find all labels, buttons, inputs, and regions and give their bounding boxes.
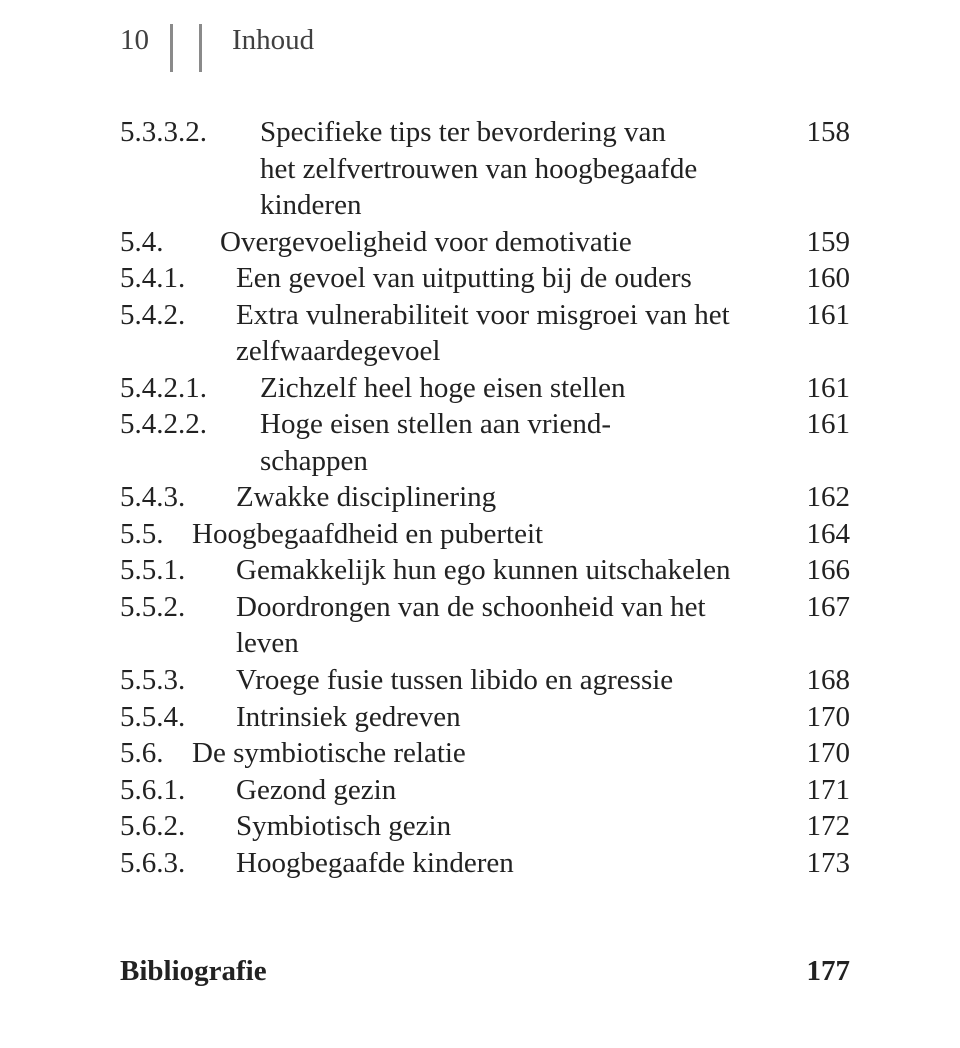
toc-page-number: 166 [790, 552, 850, 589]
toc-entry-text: Hoogbegaafde kinderen [236, 845, 790, 882]
toc-entry-text: leven [236, 625, 790, 662]
toc-row: 5.5.2.Doordrongen van de schoonheid van … [120, 589, 850, 626]
toc-section-number: 5.4.2.1. [120, 370, 260, 407]
toc-entry-text: Intrinsiek gedreven [236, 699, 790, 736]
toc-page-number: 170 [790, 699, 850, 736]
toc-row: 5.4.2.2.Hoge eisen stellen aan vriend-16… [120, 406, 850, 443]
toc-page-number: 164 [790, 516, 850, 553]
toc-section-number: 5.5.3. [120, 662, 236, 699]
toc-entry-text: schappen [260, 443, 790, 480]
toc-entry-text: Hoogbegaafdheid en puberteit [192, 516, 790, 553]
toc-entry-text: Vroege fusie tussen libido en agressie [236, 662, 790, 699]
toc-page-number: 171 [790, 772, 850, 809]
bibliography-row: Bibliografie 177 [120, 955, 850, 988]
toc-page-number: 159 [790, 224, 850, 261]
page-number: 10 [120, 24, 170, 55]
toc-section-number: 5.6.2. [120, 808, 236, 845]
toc-page-number: 167 [790, 589, 850, 626]
toc-entry-text: zelfwaardegevoel [236, 333, 790, 370]
toc-row: 5.5.4.Intrinsiek gedreven170 [120, 699, 850, 736]
header-divider-1 [170, 24, 173, 72]
toc-entry-text: Extra vulnerabiliteit voor misgroei van … [236, 297, 790, 334]
toc-section-number: 5.5. [120, 516, 192, 553]
toc-section-number: 5.3.3.2. [120, 114, 260, 151]
toc-row: schappen [120, 443, 850, 480]
toc-entry-text: De symbiotische relatie [192, 735, 790, 772]
toc-row: 5.4.2.1.Zichzelf heel hoge eisen stellen… [120, 370, 850, 407]
toc-page-number: 172 [790, 808, 850, 845]
toc-page-number: 173 [790, 845, 850, 882]
page: 10 Inhoud 5.3.3.2.Specifieke tips ter be… [0, 0, 960, 1048]
toc-entry-text: Specifieke tips ter bevordering van [260, 114, 790, 151]
toc-section-number: 5.4.1. [120, 260, 236, 297]
header-divider-2 [199, 24, 202, 72]
toc-entry-text: Gezond gezin [236, 772, 790, 809]
toc-entry-text: Zwakke disciplinering [236, 479, 790, 516]
table-of-contents: 5.3.3.2.Specifieke tips ter bevordering … [120, 114, 850, 881]
toc-section-number: 5.6. [120, 735, 192, 772]
toc-entry-text: Doordrongen van de schoonheid van het [236, 589, 790, 626]
toc-row: 5.4.Overgevoeligheid voor demotivatie159 [120, 224, 850, 261]
toc-page-number: 168 [790, 662, 850, 699]
toc-entry-text: Zichzelf heel hoge eisen stellen [260, 370, 790, 407]
header-title: Inhoud [232, 24, 314, 55]
toc-entry-text: het zelfvertrouwen van hoogbegaafde [260, 151, 790, 188]
toc-page-number: 162 [790, 479, 850, 516]
toc-section-number: 5.4.2.2. [120, 406, 260, 443]
toc-row: 5.3.3.2.Specifieke tips ter bevordering … [120, 114, 850, 151]
toc-entry-text: kinderen [260, 187, 790, 224]
toc-section-number: 5.6.3. [120, 845, 236, 882]
toc-row: 5.4.2.Extra vulnerabiliteit voor misgroe… [120, 297, 850, 334]
toc-entry-text: Gemakkelijk hun ego kunnen uitschakelen [236, 552, 790, 589]
toc-row: leven [120, 625, 850, 662]
toc-section-number: 5.5.2. [120, 589, 236, 626]
toc-page-number: 170 [790, 735, 850, 772]
toc-page-number: 160 [790, 260, 850, 297]
toc-section-number: 5.5.1. [120, 552, 236, 589]
toc-row: 5.5.Hoogbegaafdheid en puberteit164 [120, 516, 850, 553]
bibliography-label: Bibliografie [120, 955, 790, 988]
toc-page-number: 161 [790, 370, 850, 407]
bibliography-page: 177 [790, 955, 850, 988]
toc-page-number: 161 [790, 297, 850, 334]
toc-page-number: 161 [790, 406, 850, 443]
toc-row: 5.6.2.Symbiotisch gezin172 [120, 808, 850, 845]
toc-row: 5.6.1.Gezond gezin171 [120, 772, 850, 809]
toc-row: het zelfvertrouwen van hoogbegaafde [120, 151, 850, 188]
toc-row: 5.4.3.Zwakke disciplinering162 [120, 479, 850, 516]
toc-row: 5.5.3.Vroege fusie tussen libido en agre… [120, 662, 850, 699]
toc-entry-text: Symbiotisch gezin [236, 808, 790, 845]
toc-section-number: 5.4.3. [120, 479, 236, 516]
toc-page-number: 158 [790, 114, 850, 151]
toc-section-number: 5.4. [120, 224, 220, 261]
toc-section-number: 5.5.4. [120, 699, 236, 736]
toc-entry-text: Een gevoel van uitputting bij de ouders [236, 260, 790, 297]
toc-row: 5.4.1.Een gevoel van uitputting bij de o… [120, 260, 850, 297]
toc-row: 5.6.De symbiotische relatie170 [120, 735, 850, 772]
toc-section-number: 5.4.2. [120, 297, 236, 334]
toc-entry-text: Overgevoeligheid voor demotivatie [220, 224, 790, 261]
toc-section-number: 5.6.1. [120, 772, 236, 809]
page-header: 10 Inhoud [120, 24, 850, 84]
toc-entry-text: Hoge eisen stellen aan vriend- [260, 406, 790, 443]
toc-row: 5.6.3.Hoogbegaafde kinderen173 [120, 845, 850, 882]
toc-row: kinderen [120, 187, 850, 224]
toc-row: 5.5.1.Gemakkelijk hun ego kunnen uitscha… [120, 552, 850, 589]
toc-row: zelfwaardegevoel [120, 333, 850, 370]
